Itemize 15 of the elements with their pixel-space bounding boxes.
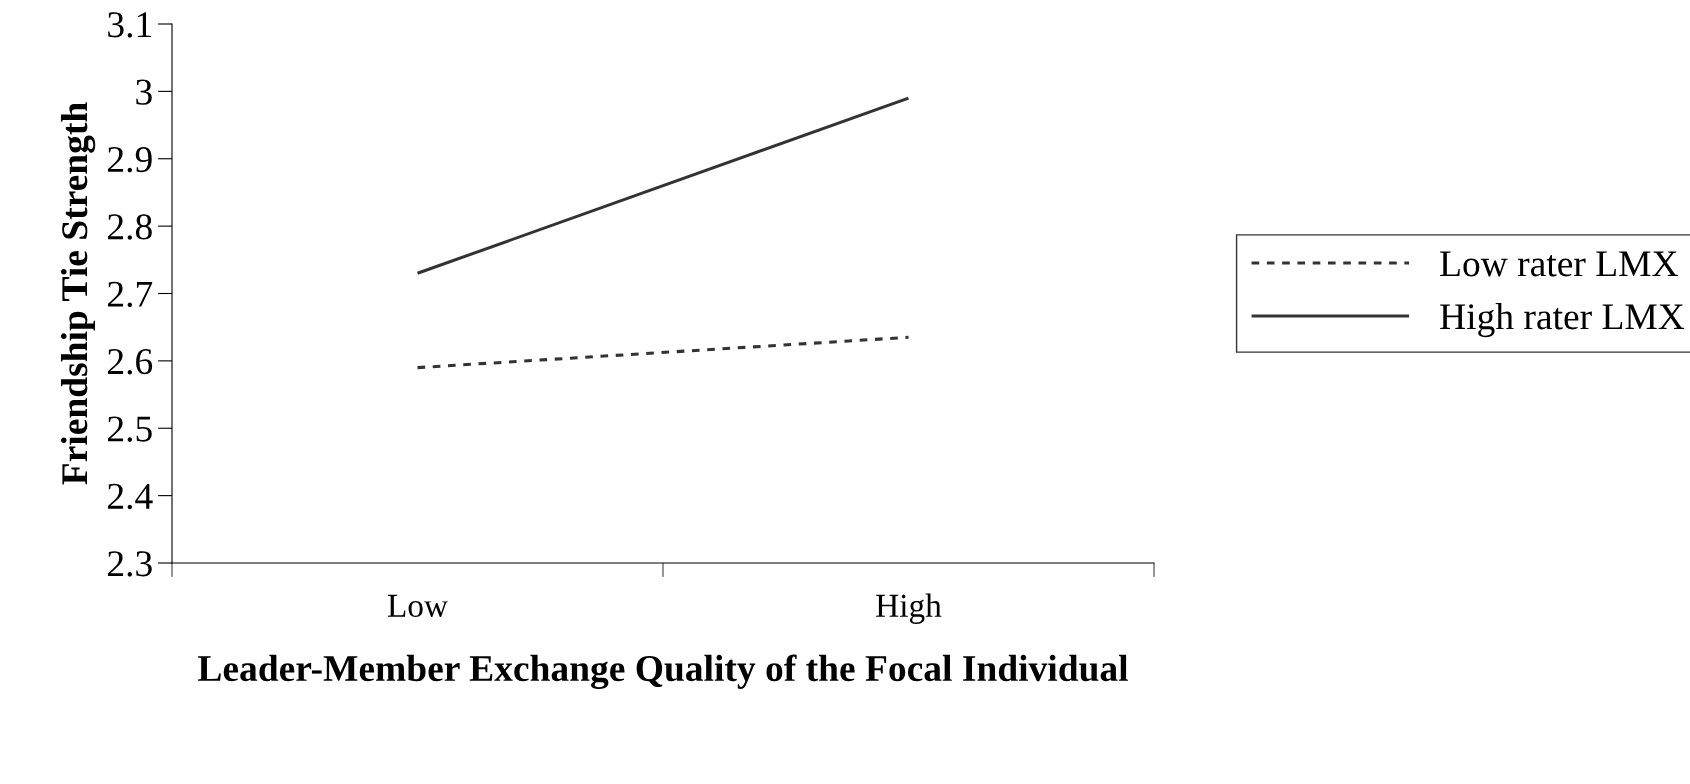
y-tick-label: 3.1 [108,12,151,38]
x-axis-title: Leader-Member Exchange Quality of the Focal Individual [198,654,1128,690]
x-tick-label: Low [387,594,448,618]
y-tick-label: 2.4 [108,483,153,510]
x-tick-label: High [876,593,942,624]
y-tick-label: 2.3 [108,551,152,577]
legend-label: Low rater LMX [1440,251,1678,277]
y-tick-label: 2.7 [108,281,153,308]
y-tick-label: 2.5 [108,416,152,442]
y-tick-label: 2.6 [108,349,153,375]
y-axis-title: Friendship Tie Strength [60,102,96,485]
y-tick-label: 2.9 [108,146,152,173]
y-tick-label: 3 [136,79,152,105]
y-tick-label: 2.8 [108,214,152,240]
legend-label: High rater LMX [1440,303,1685,338]
